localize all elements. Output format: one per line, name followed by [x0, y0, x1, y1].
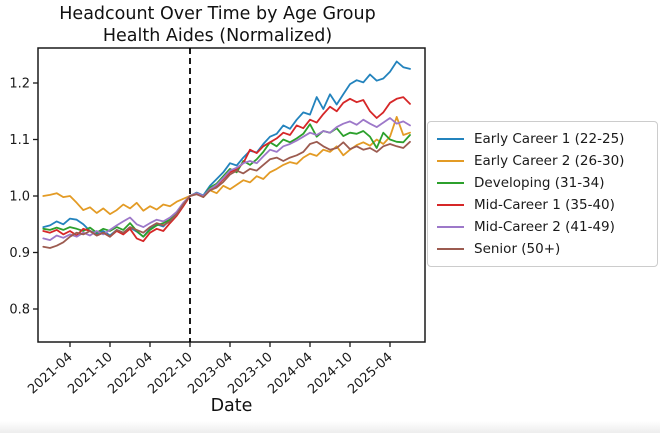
y-tick-label: 1.0	[9, 190, 30, 205]
legend-item: Developing (31-34)	[437, 172, 649, 194]
chart-title-block: Headcount Over Time by Age Group Health …	[0, 3, 435, 47]
x-tick-label: 2025-04	[345, 350, 395, 397]
legend-item: Senior (50+)	[437, 238, 649, 260]
legend-swatch-line	[437, 160, 464, 162]
plot-frame	[37, 47, 426, 343]
legend-label: Mid-Career 1 (35-40)	[474, 197, 615, 213]
series-line-developing-31-34	[42, 123, 411, 238]
legend-label: Mid-Career 2 (41-49)	[474, 219, 615, 235]
legend-item: Mid-Career 1 (35-40)	[437, 194, 649, 216]
legend-item: Mid-Career 2 (41-49)	[437, 216, 649, 238]
legend-swatch-line	[437, 226, 464, 228]
legend-label: Early Career 2 (26-30)	[474, 153, 625, 169]
legend-item: Early Career 1 (22-25)	[437, 128, 649, 150]
bottom-fade-strip	[0, 421, 660, 433]
x-axis-label: Date	[210, 396, 253, 416]
legend-swatch-line	[437, 204, 464, 206]
y-tick-label: 0.9	[9, 246, 30, 261]
legend-swatch-line	[437, 138, 464, 140]
legend-label: Developing (31-34)	[474, 175, 605, 191]
series-line-senior-50	[42, 140, 411, 249]
legend: Early Career 1 (22-25) Early Career 2 (26…	[427, 121, 658, 267]
y-tick-label: 1.2	[9, 77, 30, 92]
legend-label: Early Career 1 (22-25)	[474, 131, 625, 147]
y-tick-label: 0.8	[9, 303, 30, 318]
chart-subtitle: Health Aides (Normalized)	[102, 26, 333, 46]
legend-swatch-line	[437, 248, 464, 250]
legend-item: Early Career 2 (26-30)	[437, 150, 649, 172]
chart-title: Headcount Over Time by Age Group	[59, 4, 376, 24]
legend-label: Senior (50+)	[474, 241, 561, 257]
legend-swatch-line	[437, 182, 464, 184]
y-tick-label: 1.1	[9, 133, 30, 148]
series-line-early-career-1-22-25	[42, 60, 411, 238]
series-line-early-career-2-26-30	[42, 116, 411, 216]
